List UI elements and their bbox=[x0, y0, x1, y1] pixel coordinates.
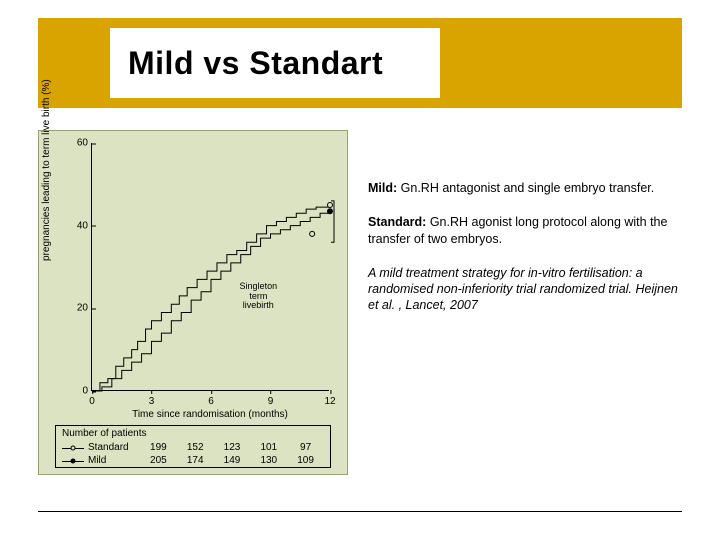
chart-svg bbox=[92, 143, 330, 391]
table-cell: 109 bbox=[287, 455, 324, 466]
table-header: Number of patients bbox=[56, 426, 330, 441]
table-row: Standard 199 152 123 101 97 bbox=[56, 441, 330, 454]
y-axis-label: pregnancies leading to term live birth (… bbox=[41, 79, 52, 261]
citation: A mild treatment strategy for in-vitro f… bbox=[368, 265, 682, 314]
table-cell: 123 bbox=[214, 442, 251, 453]
patients-table: Number of patients Standard 199 152 123 … bbox=[55, 425, 331, 468]
chart-panel: pregnancies leading to term live birth (… bbox=[38, 130, 348, 475]
standard-label: Standard: bbox=[368, 215, 426, 229]
table-cell: 152 bbox=[177, 442, 214, 453]
chart-annotation: Singletontermlivebirth bbox=[240, 282, 278, 312]
content-row: pregnancies leading to term live birth (… bbox=[38, 130, 682, 500]
table-cell: 205 bbox=[140, 455, 177, 466]
x-axis-label: Time since randomisation (months) bbox=[91, 409, 329, 420]
table-cell: 199 bbox=[140, 442, 177, 453]
table-cell: 97 bbox=[287, 442, 324, 453]
open-circle-icon bbox=[62, 444, 84, 452]
row-label: Standard bbox=[88, 442, 129, 453]
filled-circle-icon bbox=[62, 457, 84, 465]
plot-area: 0204060036912 bbox=[91, 143, 329, 391]
table-cell: 101 bbox=[250, 442, 287, 453]
row-label: Mild bbox=[88, 455, 106, 466]
table-cell: 149 bbox=[214, 455, 251, 466]
mild-desc: Gn.RH antagonist and single embryo trans… bbox=[397, 181, 654, 195]
table-cell: 130 bbox=[250, 455, 287, 466]
paragraph-standard: Standard: Gn.RH agonist long protocol al… bbox=[368, 214, 682, 247]
slide-title: Mild vs Standart bbox=[128, 45, 383, 82]
text-column: Mild: Gn.RH antagonist and single embryo… bbox=[368, 130, 682, 500]
mild-label: Mild: bbox=[368, 181, 397, 195]
paragraph-mild: Mild: Gn.RH antagonist and single embryo… bbox=[368, 180, 682, 196]
table-row: Mild 205 174 149 130 109 bbox=[56, 454, 330, 467]
title-band: Mild vs Standart bbox=[38, 18, 682, 108]
table-cell: 174 bbox=[177, 455, 214, 466]
footer-divider bbox=[38, 511, 682, 512]
